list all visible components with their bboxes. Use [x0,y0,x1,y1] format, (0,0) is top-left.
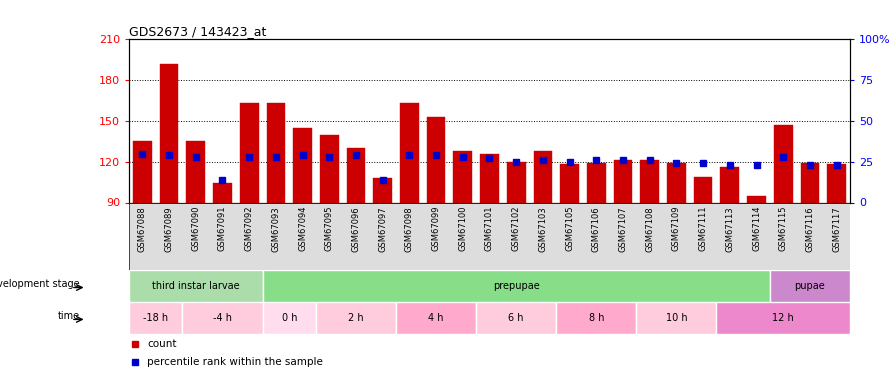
Bar [694,177,712,203]
Text: GSM67095: GSM67095 [325,206,334,251]
Bar [396,302,476,334]
Bar [187,141,205,202]
Bar [320,135,339,202]
Text: GSM67093: GSM67093 [271,206,280,252]
Bar [454,151,473,202]
Text: 6 h: 6 h [508,313,524,323]
Bar [316,302,396,334]
Text: GSM67115: GSM67115 [779,206,788,251]
Bar [427,117,446,202]
Text: GSM67099: GSM67099 [432,206,441,251]
Text: GSM67100: GSM67100 [458,206,467,251]
Text: GDS2673 / 143423_at: GDS2673 / 143423_at [129,25,266,38]
Bar [561,164,579,202]
Bar [374,178,392,203]
Text: GSM67096: GSM67096 [352,206,360,252]
Bar [134,141,151,202]
Bar [129,270,263,302]
Text: GSM67113: GSM67113 [725,206,734,252]
Text: GSM67101: GSM67101 [485,206,494,251]
Text: GSM67102: GSM67102 [512,206,521,251]
Bar [182,302,263,334]
Bar [636,302,716,334]
Text: 8 h: 8 h [588,313,604,323]
Text: GSM67111: GSM67111 [699,206,708,251]
Bar [801,163,820,202]
Bar [129,302,182,334]
Text: 12 h: 12 h [773,313,794,323]
Text: GSM67088: GSM67088 [138,206,147,252]
Text: GSM67103: GSM67103 [538,206,547,252]
Text: GSM67106: GSM67106 [592,206,601,252]
Bar [263,270,770,302]
Bar [160,64,178,202]
Text: GSM67091: GSM67091 [218,206,227,251]
Bar [770,270,850,302]
Text: count: count [147,339,176,349]
Text: percentile rank within the sample: percentile rank within the sample [147,357,323,367]
Bar [400,103,419,202]
Bar [721,167,739,202]
Bar [347,148,365,202]
Text: GSM67090: GSM67090 [191,206,200,251]
Text: GSM67107: GSM67107 [619,206,627,252]
Bar [507,162,525,202]
Bar [129,202,850,270]
Text: GSM67089: GSM67089 [165,206,174,252]
Text: pupae: pupae [795,281,825,291]
Text: 2 h: 2 h [348,313,364,323]
Text: GSM67098: GSM67098 [405,206,414,252]
Text: GSM67117: GSM67117 [832,206,841,252]
Text: -4 h: -4 h [213,313,232,323]
Text: third instar larvae: third instar larvae [152,281,239,291]
Bar [263,302,316,334]
Bar [748,196,765,202]
Text: -18 h: -18 h [143,313,168,323]
Text: prepupae: prepupae [493,281,539,291]
Bar [476,302,556,334]
Bar [716,302,850,334]
Text: GSM67105: GSM67105 [565,206,574,251]
Text: GSM67108: GSM67108 [645,206,654,252]
Text: GSM67109: GSM67109 [672,206,681,251]
Bar [214,183,231,203]
Bar [556,302,636,334]
Text: GSM67092: GSM67092 [245,206,254,251]
Bar [267,103,285,202]
Bar [294,128,312,202]
Bar [668,163,685,202]
Text: GSM67094: GSM67094 [298,206,307,251]
Bar [614,160,632,202]
Text: GSM67097: GSM67097 [378,206,387,252]
Text: 0 h: 0 h [281,313,297,323]
Text: GSM67116: GSM67116 [805,206,814,252]
Text: 10 h: 10 h [666,313,687,323]
Bar [481,154,499,203]
Text: time: time [58,311,80,321]
Bar [774,125,793,202]
Bar [587,163,605,202]
Bar [240,103,258,202]
Bar [641,160,659,202]
Text: GSM67114: GSM67114 [752,206,761,251]
Bar [534,151,552,202]
Bar [828,164,846,202]
Text: 4 h: 4 h [428,313,444,323]
Text: development stage: development stage [0,279,80,290]
